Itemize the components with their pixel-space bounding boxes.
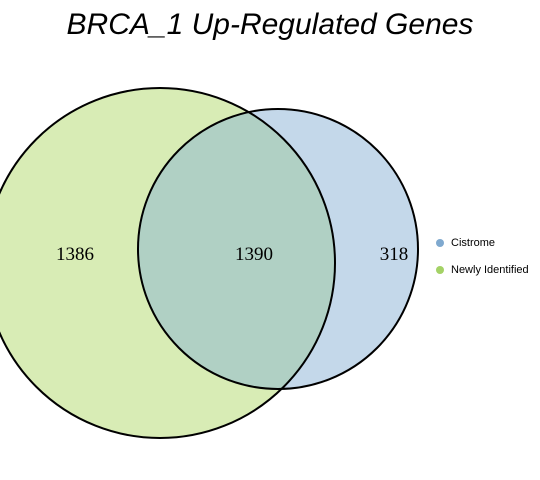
legend-label-newly-identified: Newly Identified [451,264,529,276]
newly-identified-only-count: 1386 [56,244,94,265]
overlap-region [138,109,335,389]
chart-title: BRCA_1 Up-Regulated Genes [66,8,474,41]
newly-identified-outline [0,87,336,439]
cistrome-legend-dot [436,239,444,247]
cistrome-only-count: 318 [380,244,409,265]
legend-label-cistrome: Cistrome [451,237,496,249]
newly-identified-legend-dot [436,266,444,274]
overlap-count: 1390 [235,244,273,265]
cistrome-outline [137,108,419,390]
